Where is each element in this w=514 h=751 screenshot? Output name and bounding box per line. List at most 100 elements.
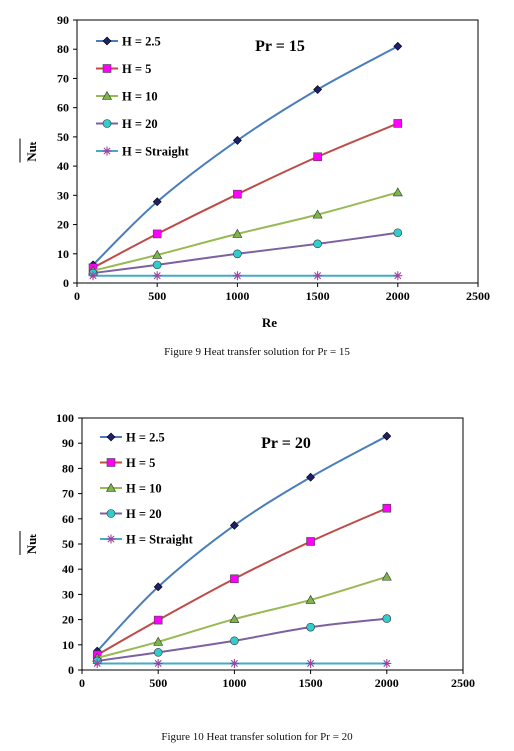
y-tick-label: 30 — [62, 587, 74, 601]
data-point-h-20 — [153, 648, 163, 657]
y-tick-label: 0 — [63, 276, 69, 290]
figure-caption-9: Figure 9 Heat transfer solution for Pr =… — [164, 346, 350, 358]
x-tick-label: 2000 — [375, 676, 399, 690]
legend-label-h-straight: H = Straight — [126, 533, 194, 547]
y-tick-label: 30 — [57, 188, 69, 202]
data-point-h-20 — [233, 249, 242, 259]
data-point-h-straight — [232, 271, 242, 281]
data-point-h-5 — [233, 189, 242, 199]
y-tick-label: 0 — [68, 663, 74, 677]
y-tick-label: 70 — [57, 71, 69, 85]
data-point-h-straight — [313, 271, 323, 281]
x-tick-label: 1000 — [222, 676, 246, 690]
legend-marker-h-10 — [105, 482, 117, 492]
data-point-h-5 — [313, 152, 322, 162]
data-point-h-10 — [153, 636, 164, 646]
x-tick-label: 0 — [79, 676, 85, 690]
data-point-h-2-5 — [232, 135, 242, 145]
legend-marker-h-10 — [101, 90, 113, 100]
y-tick-label: 40 — [62, 562, 74, 576]
series-h-10 — [92, 571, 392, 662]
legend-label-h-10: H = 10 — [126, 482, 162, 496]
data-point-h-2-5 — [306, 472, 316, 482]
data-point-h-5 — [153, 615, 163, 625]
series-h-20 — [92, 614, 392, 666]
legend-marker-h-20 — [102, 119, 112, 128]
legend: H = 2.5 H = 5 H = 10 H = 20 H = Straight — [96, 35, 190, 159]
data-point-h-10 — [229, 613, 240, 623]
data-point-h-2-5 — [153, 582, 163, 592]
data-point-h-5 — [230, 574, 239, 584]
y-tick-label: 60 — [62, 512, 74, 526]
y-tick-label: 100 — [56, 411, 74, 425]
legend-marker-h-5 — [106, 458, 116, 467]
data-point-h-5 — [382, 503, 392, 513]
legend-marker-h-2-5 — [106, 432, 116, 442]
data-point-h-straight — [306, 658, 316, 668]
legend-label-h-2-5: H = 2.5 — [126, 431, 165, 445]
y-tick-label: 80 — [57, 42, 69, 56]
y-tick-label: 20 — [57, 218, 69, 232]
series-h-straight — [88, 271, 403, 281]
data-point-h-straight — [382, 658, 392, 668]
y-tick-label: 10 — [62, 638, 74, 652]
data-point-h-straight — [152, 271, 162, 281]
legend-label-h-2-5: H = 2.5 — [122, 35, 161, 49]
data-point-h-10 — [381, 571, 392, 581]
y-axis-label: Nuₜ — [24, 141, 39, 162]
data-point-h-2-5 — [229, 520, 239, 530]
data-point-h-2-5 — [382, 431, 392, 441]
data-point-h-20 — [382, 614, 392, 623]
legend-marker-h-straight — [102, 146, 112, 156]
chart-title: Pr = 20 — [261, 435, 311, 452]
x-tick-label: 500 — [149, 676, 167, 690]
data-point-h-10 — [312, 209, 323, 219]
data-point-h-10 — [305, 594, 316, 604]
data-point-h-straight — [229, 658, 239, 668]
data-point-h-20 — [152, 260, 162, 270]
y-tick-label: 10 — [57, 247, 69, 261]
data-point-h-2-5 — [393, 41, 403, 51]
y-tick-label: 70 — [62, 487, 74, 501]
legend-marker-h-5 — [102, 64, 112, 73]
x-axis-label: Re — [262, 315, 277, 330]
chart-title: Pr = 15 — [255, 38, 305, 55]
y-tick-label: 20 — [62, 613, 74, 627]
data-point-h-straight — [153, 658, 163, 668]
legend-label-h-10: H = 10 — [122, 90, 158, 104]
y-tick-label: 50 — [62, 537, 74, 551]
y-tick-label: 40 — [57, 159, 69, 173]
plot-area — [76, 19, 479, 284]
data-point-h-straight — [393, 271, 403, 281]
legend-marker-h-20 — [106, 509, 116, 518]
series-h-straight — [92, 658, 392, 668]
data-point-h-20 — [313, 239, 322, 249]
data-point-h-10 — [152, 249, 163, 259]
legend-label-h-5: H = 5 — [126, 456, 155, 470]
data-point-h-straight — [88, 271, 98, 281]
x-tick-label: 0 — [74, 289, 80, 303]
data-point-h-10 — [392, 187, 403, 197]
x-tick-label: 2500 — [451, 676, 475, 690]
x-tick-label: 2000 — [386, 289, 410, 303]
figure-caption-10: Figure 10 Heat transfer solution for Pr … — [161, 731, 353, 743]
legend-label-h-20: H = 20 — [122, 117, 158, 131]
y-tick-label: 60 — [57, 101, 69, 115]
data-point-h-10 — [232, 228, 243, 238]
data-point-h-2-5 — [152, 197, 162, 207]
x-tick-label: 500 — [148, 289, 166, 303]
y-axis-label: Nuₜ — [24, 534, 39, 555]
legend-marker-h-2-5 — [102, 36, 112, 46]
x-tick-label: 2500 — [466, 289, 490, 303]
data-point-h-5 — [152, 229, 162, 239]
data-point-h-20 — [306, 622, 315, 632]
y-tick-label: 80 — [62, 461, 74, 475]
legend-label-h-5: H = 5 — [122, 62, 151, 76]
data-point-h-20 — [230, 636, 239, 646]
data-point-h-5 — [306, 537, 315, 546]
y-tick-label: 90 — [62, 436, 74, 450]
legend-label-h-straight: H = Straight — [122, 145, 190, 159]
data-point-h-5 — [393, 119, 403, 128]
y-tick-label: 50 — [57, 130, 69, 144]
